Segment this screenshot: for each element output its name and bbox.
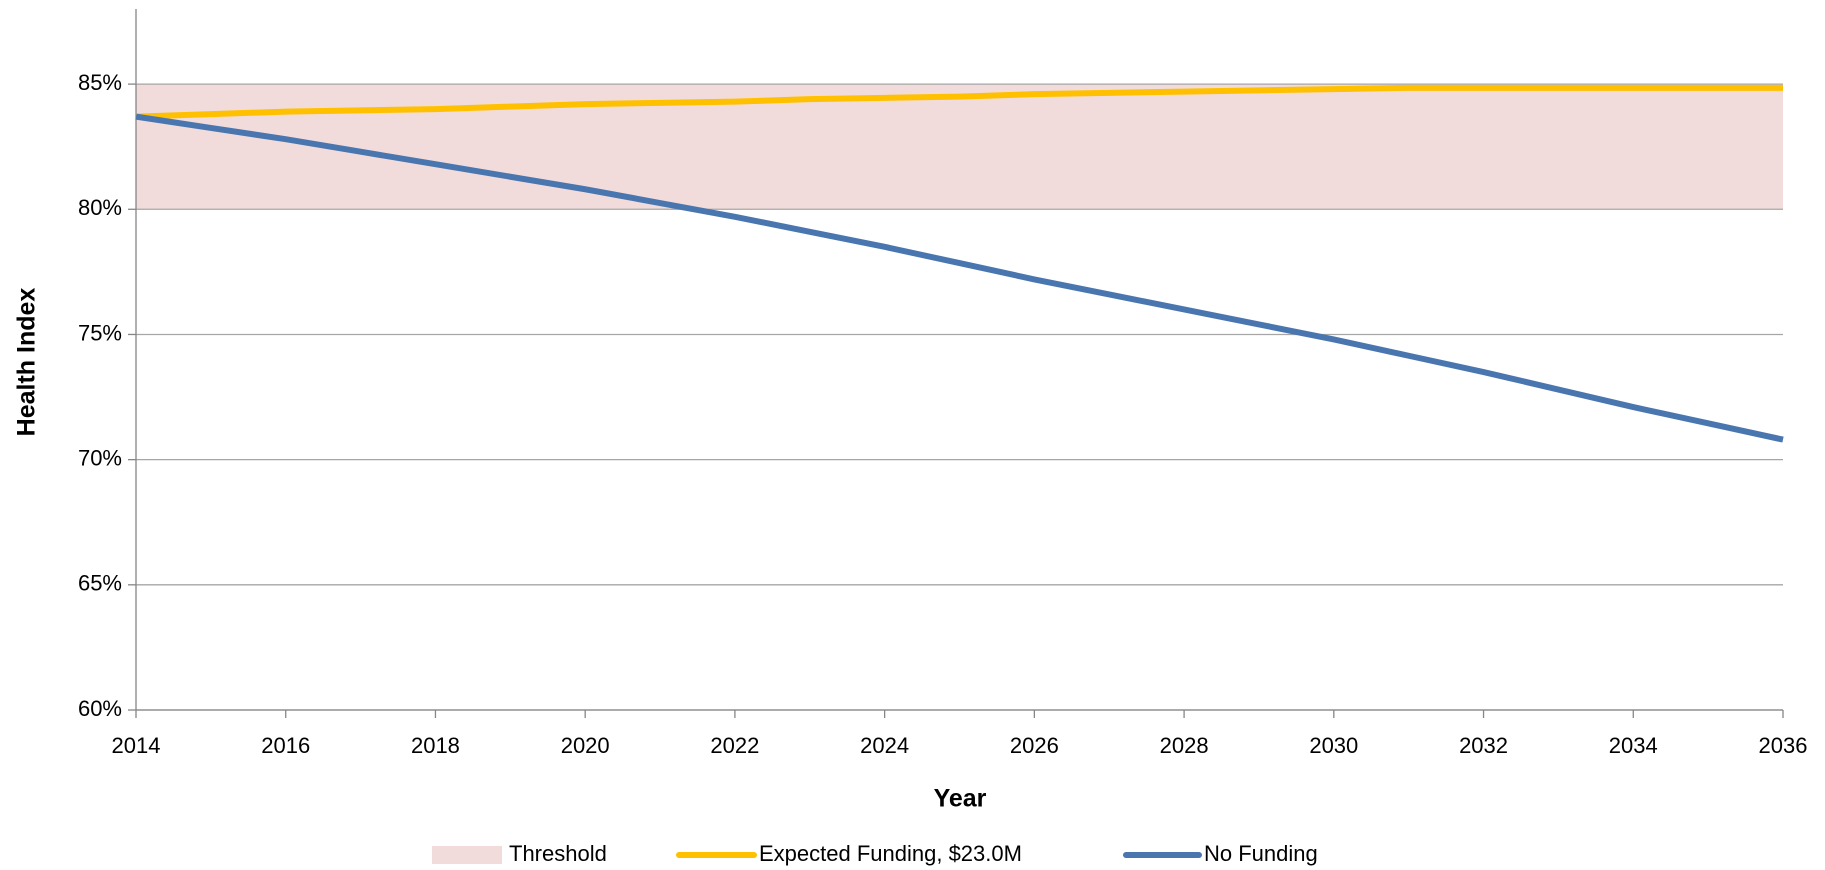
legend-label: No Funding bbox=[1204, 841, 1318, 866]
x-tick-label: 2030 bbox=[1309, 733, 1358, 758]
legend-label: Expected Funding, $23.0M bbox=[759, 841, 1022, 866]
y-tick-label: 60% bbox=[78, 696, 122, 721]
x-tick-label: 2024 bbox=[860, 733, 909, 758]
x-tick-label: 2028 bbox=[1160, 733, 1209, 758]
series-line bbox=[135, 84, 1783, 120]
y-tick-label: 80% bbox=[78, 195, 122, 220]
x-tick-label: 2022 bbox=[710, 733, 759, 758]
y-tick-label: 70% bbox=[78, 445, 122, 470]
y-tick-label: 65% bbox=[78, 571, 122, 596]
x-tick-label: 2016 bbox=[261, 733, 310, 758]
legend-swatch bbox=[432, 846, 502, 864]
x-tick-label: 2036 bbox=[1759, 733, 1808, 758]
y-tick-label: 75% bbox=[78, 320, 122, 345]
y-axis-label: Health Index bbox=[13, 288, 41, 437]
threshold-band bbox=[136, 84, 1783, 210]
x-tick-label: 2018 bbox=[411, 733, 460, 758]
legend-label: Threshold bbox=[509, 841, 607, 866]
x-tick-label: 2034 bbox=[1609, 733, 1658, 758]
x-tick-label: 2032 bbox=[1459, 733, 1508, 758]
y-tick-label: 85% bbox=[78, 70, 122, 95]
x-tick-label: 2014 bbox=[112, 733, 161, 758]
series-line bbox=[135, 113, 1784, 443]
x-tick-label: 2020 bbox=[561, 733, 610, 758]
x-axis-label: Year bbox=[934, 785, 987, 813]
x-tick-label: 2026 bbox=[1010, 733, 1059, 758]
